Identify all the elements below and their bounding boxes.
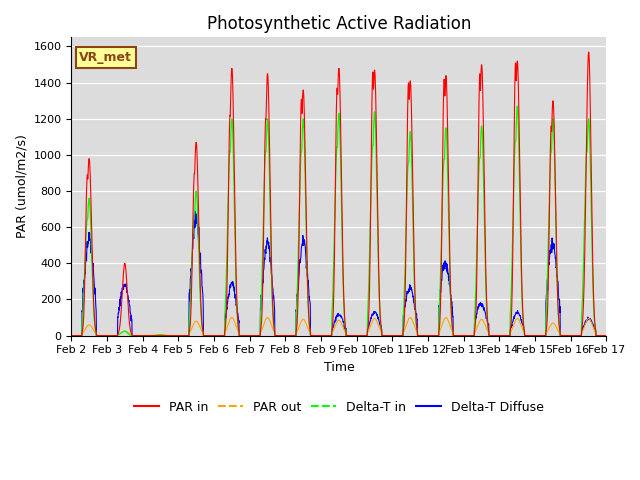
PAR out xyxy=(228,315,236,321)
PAR out xyxy=(366,324,374,330)
PAR out xyxy=(355,333,362,338)
X-axis label: Time: Time xyxy=(323,361,355,374)
Delta-T Diffuse xyxy=(191,208,199,214)
Delta-T Diffuse xyxy=(366,319,374,324)
PAR out xyxy=(556,330,563,336)
Delta-T in xyxy=(355,333,362,338)
PAR out xyxy=(570,333,578,338)
PAR in xyxy=(585,49,593,55)
Delta-T in xyxy=(68,333,76,338)
Legend: PAR in, PAR out, Delta-T in, Delta-T Diffuse: PAR in, PAR out, Delta-T in, Delta-T Dif… xyxy=(129,396,549,419)
Delta-T Diffuse xyxy=(68,333,76,338)
PAR in xyxy=(602,333,610,338)
Delta-T Diffuse xyxy=(217,333,225,338)
Delta-T in xyxy=(602,333,610,338)
PAR in xyxy=(366,274,374,279)
Delta-T Diffuse xyxy=(570,333,578,338)
PAR in xyxy=(570,333,578,338)
Delta-T in xyxy=(366,244,374,250)
Line: PAR out: PAR out xyxy=(72,318,606,336)
Y-axis label: PAR (umol/m2/s): PAR (umol/m2/s) xyxy=(15,134,28,239)
Delta-T in xyxy=(494,333,502,338)
PAR out xyxy=(495,333,502,338)
PAR in xyxy=(494,333,502,338)
Delta-T Diffuse xyxy=(556,297,563,302)
PAR out xyxy=(217,333,225,338)
Delta-T Diffuse xyxy=(495,333,502,338)
Text: VR_met: VR_met xyxy=(79,51,132,64)
PAR out xyxy=(602,333,610,338)
Line: Delta-T in: Delta-T in xyxy=(72,106,606,336)
Line: PAR in: PAR in xyxy=(72,52,606,336)
Title: Photosynthetic Active Radiation: Photosynthetic Active Radiation xyxy=(207,15,471,33)
Delta-T in xyxy=(556,324,563,330)
PAR in xyxy=(355,333,362,338)
PAR out xyxy=(68,333,76,338)
PAR in xyxy=(556,321,563,327)
PAR in xyxy=(68,333,76,338)
PAR in xyxy=(217,333,225,338)
Delta-T in xyxy=(513,103,521,109)
Line: Delta-T Diffuse: Delta-T Diffuse xyxy=(72,211,606,336)
Delta-T Diffuse xyxy=(602,333,610,338)
Delta-T in xyxy=(217,333,225,338)
Delta-T Diffuse xyxy=(355,333,362,338)
Delta-T in xyxy=(570,333,578,338)
